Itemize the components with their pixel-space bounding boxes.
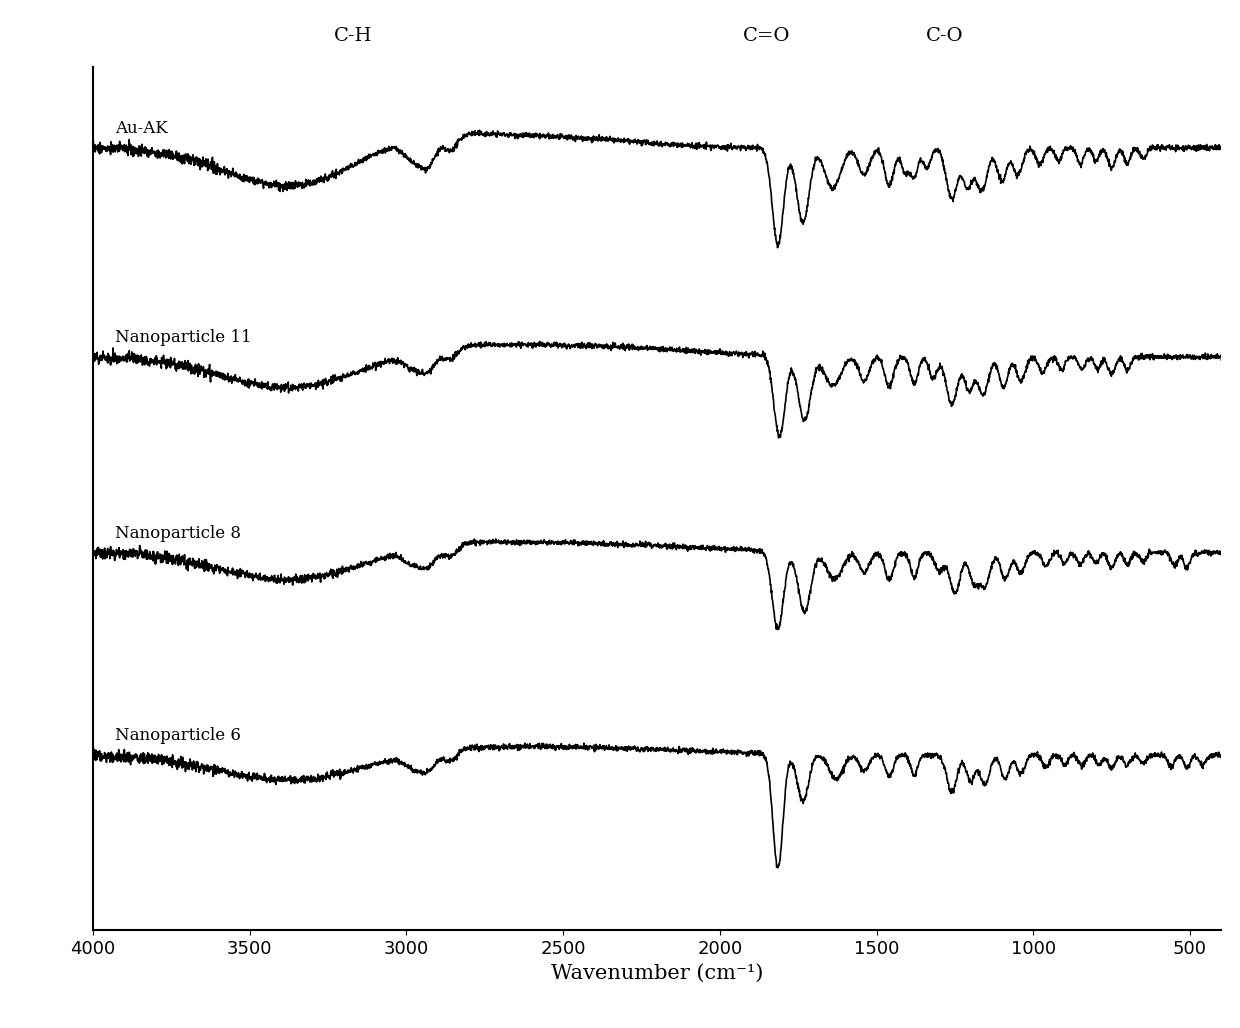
Text: Nanoparticle 8: Nanoparticle 8 bbox=[115, 524, 241, 542]
Text: C=O: C=O bbox=[743, 27, 790, 45]
X-axis label: Wavenumber (cm⁻¹): Wavenumber (cm⁻¹) bbox=[551, 963, 764, 983]
Text: Nanoparticle 6: Nanoparticle 6 bbox=[115, 727, 241, 744]
Text: C-O: C-O bbox=[926, 27, 963, 45]
Text: Au-AK: Au-AK bbox=[115, 120, 167, 137]
Text: C-H: C-H bbox=[334, 27, 373, 45]
Text: Nanoparticle 11: Nanoparticle 11 bbox=[115, 329, 252, 346]
